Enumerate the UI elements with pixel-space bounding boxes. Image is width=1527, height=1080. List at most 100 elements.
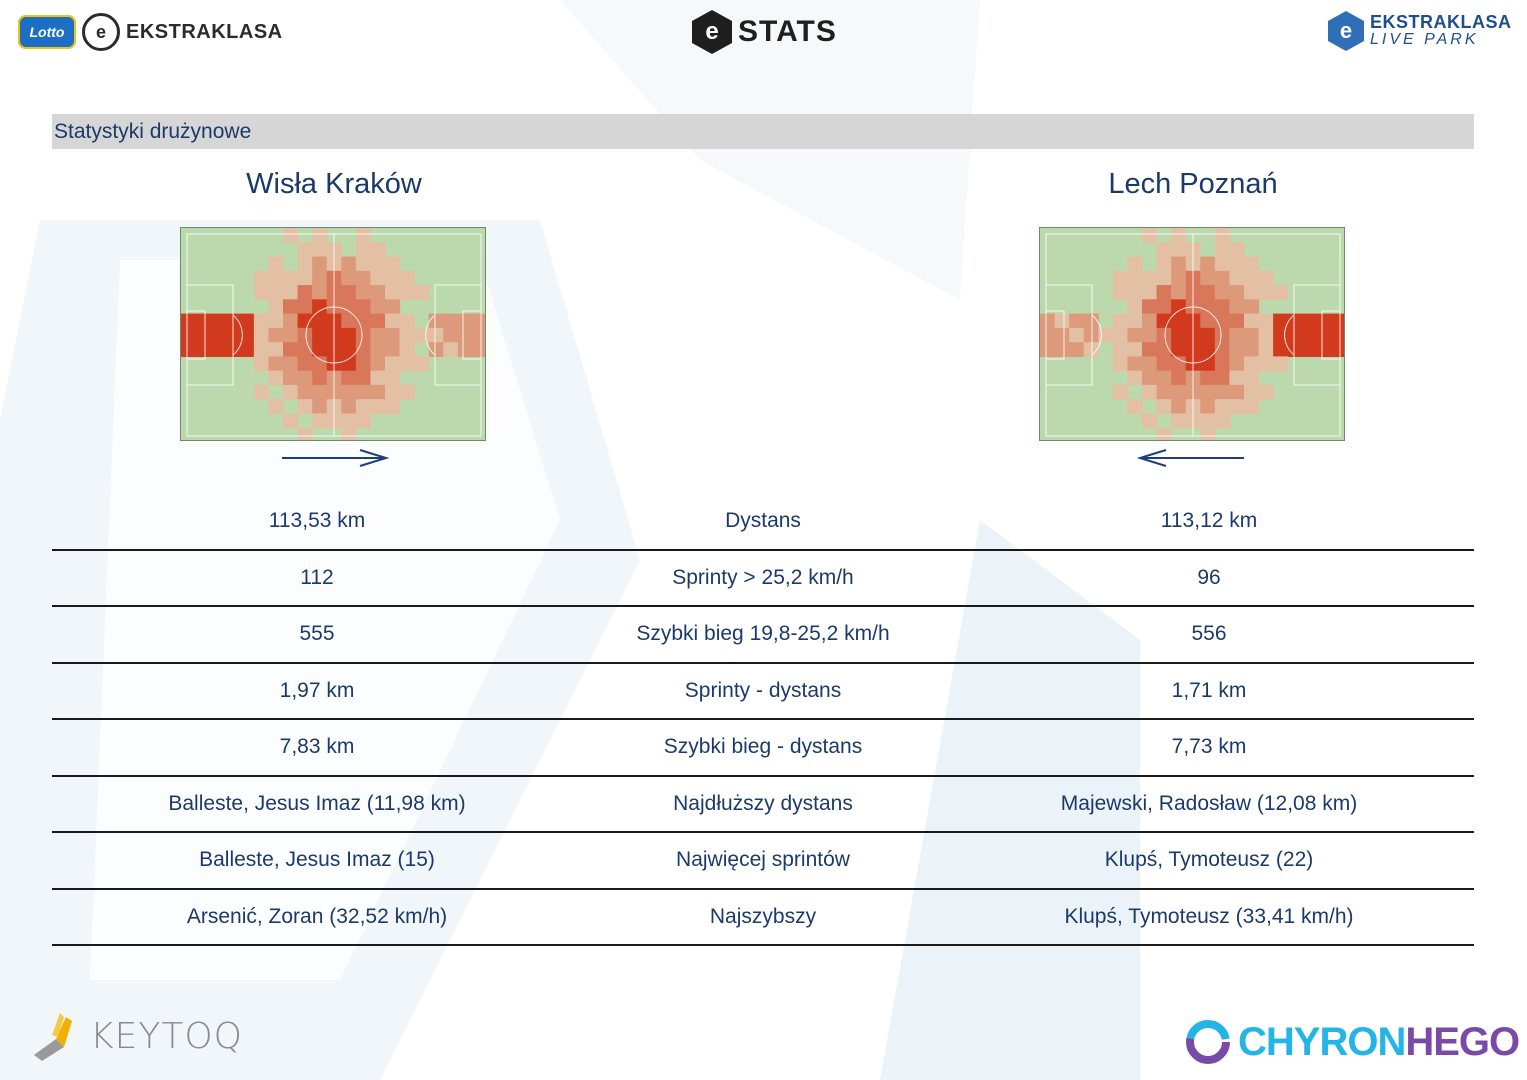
home-value: Balleste, Jesus Imaz (11,98 km) xyxy=(168,791,466,815)
heatmap-cell xyxy=(355,285,372,300)
heatmap-cell xyxy=(1142,384,1158,400)
home-value: 555 xyxy=(299,622,335,646)
heatmap-cell xyxy=(355,228,372,243)
heatmap-cell xyxy=(1287,342,1303,357)
away-value: Klupś, Tymoteusz (22) xyxy=(1104,848,1314,872)
heatmap-cell xyxy=(341,285,357,300)
estats-hexagon-icon: e xyxy=(692,10,732,54)
heatmap-cell xyxy=(210,327,226,343)
heatmap-cell xyxy=(1127,370,1143,386)
away-value: 7,73 km xyxy=(1171,735,1247,759)
heatmap-cell xyxy=(428,327,444,343)
home-heatmap xyxy=(180,227,486,441)
heatmap-cell xyxy=(1214,370,1231,386)
heatmap-cell xyxy=(283,270,299,286)
heatmap-cell xyxy=(268,399,284,415)
keytoq-logo: KEYTOQ xyxy=(30,1008,243,1064)
heatmap-cell xyxy=(370,285,386,300)
heatmap-cell xyxy=(1142,285,1158,300)
heatmap-cell xyxy=(1127,256,1143,272)
heatmap-cell xyxy=(341,299,357,315)
heatmap-cell xyxy=(1214,327,1231,343)
heatmap-cell xyxy=(1331,342,1344,357)
stat-label: Najwięcej sprintów xyxy=(676,848,850,872)
heatmap-cell xyxy=(1273,285,1289,300)
heatmap-cell xyxy=(297,270,313,286)
heatmap-cell xyxy=(1171,228,1187,243)
heatmap-cell xyxy=(1069,342,1085,357)
heatmap-cell xyxy=(1112,313,1129,329)
heatmap-cell xyxy=(268,313,284,329)
direction-arrow-left-icon xyxy=(1136,449,1244,467)
heatmap-cell xyxy=(1142,413,1158,429)
heatmap-cell xyxy=(1287,327,1303,343)
live-park-wordmark-top: EKSTRAKLASA xyxy=(1370,12,1512,32)
heatmap-cell xyxy=(268,356,284,372)
heatmap-cell xyxy=(1156,327,1172,343)
heatmap-cell xyxy=(1112,356,1129,372)
heatmap-cell xyxy=(1142,228,1158,243)
heatmap-cell xyxy=(1302,342,1318,357)
heatmap-cell xyxy=(297,285,313,300)
heatmap-cell xyxy=(1244,342,1260,357)
heatmap-cell xyxy=(297,370,313,386)
home-value: Balleste, Jesus Imaz (15) xyxy=(199,848,435,872)
home-value: 1,97 km xyxy=(279,678,355,702)
heatmap-cell xyxy=(355,299,372,315)
heatmap-cell xyxy=(1214,399,1231,415)
ekstraklasa-lotto-logo: Lotto e EKSTRAKLASA xyxy=(18,10,283,54)
heatmap-cell xyxy=(195,327,211,343)
heatmap-cell xyxy=(1229,384,1245,400)
heatmap-cell xyxy=(370,270,386,286)
heatmap-cell xyxy=(1200,413,1216,429)
heatmap-cell xyxy=(385,256,401,272)
heatmap-cell xyxy=(1127,299,1143,315)
heatmap-cell xyxy=(1112,270,1129,286)
chyronhego-wordmark-b: HEGO xyxy=(1405,1019,1520,1064)
heatmap-cell xyxy=(297,356,313,372)
stat-label: Najszybszy xyxy=(709,904,817,928)
heatmap-cell xyxy=(1200,270,1216,286)
heatmap-cell xyxy=(312,384,328,400)
heatmap-cell xyxy=(399,342,415,357)
heatmap-cell xyxy=(1142,370,1158,386)
heatmap-cell xyxy=(341,270,357,286)
heatmap-cell xyxy=(370,370,386,386)
heatmap-cell xyxy=(1244,384,1260,400)
heatmap-cell xyxy=(1244,399,1260,415)
heatmap-cell xyxy=(1069,327,1085,343)
heatmap-cell xyxy=(1244,356,1260,372)
heatmap-cell xyxy=(1244,370,1260,386)
heatmap-cell xyxy=(443,342,459,357)
heatmap-cell xyxy=(1244,299,1260,315)
heatmap-cell xyxy=(1142,299,1158,315)
heatmap-cell xyxy=(210,342,226,357)
heatmap-cell xyxy=(1200,342,1216,357)
heatmap-cell xyxy=(283,327,299,343)
heatmap-cell xyxy=(370,327,386,343)
heatmap-cell xyxy=(1127,270,1143,286)
heatmap-cell xyxy=(472,313,485,329)
heatmap-cell xyxy=(268,342,284,357)
heatmap-cell xyxy=(239,342,255,357)
heatmap-cell xyxy=(1258,313,1274,329)
heatmap-cell xyxy=(1171,270,1187,286)
heatmap-cell xyxy=(1142,327,1158,343)
heatmap-cell xyxy=(1171,342,1187,357)
table-row: 112 Sprinty > 25,2 km/h 96 xyxy=(52,551,1474,607)
heatmap-cell xyxy=(283,285,299,300)
heatmap-cell xyxy=(1112,342,1129,357)
heatmap-cell xyxy=(1244,256,1260,272)
heatmap-cell xyxy=(1244,327,1260,343)
heatmap-cell xyxy=(370,313,386,329)
heatmap-cell xyxy=(1229,313,1245,329)
heatmap-cell xyxy=(355,270,372,286)
direction-arrow-right-icon xyxy=(282,449,390,467)
heatmap-cell xyxy=(1229,342,1245,357)
heatmap-cell xyxy=(1229,299,1245,315)
chyronhego-logo: CHYRONHEGO xyxy=(1184,1014,1520,1070)
heatmap-cell xyxy=(355,413,372,429)
heatmap-cell xyxy=(385,370,401,386)
heatmap-cell xyxy=(1258,327,1274,343)
heatmap-cell xyxy=(1214,285,1231,300)
